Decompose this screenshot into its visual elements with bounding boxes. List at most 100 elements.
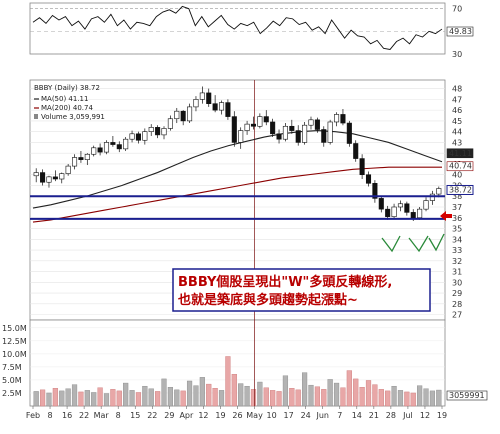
volume-bar: [129, 390, 135, 407]
candle-body: [52, 176, 58, 180]
volume-y-tick-label: 2.5M: [2, 389, 22, 398]
candle-body: [174, 110, 180, 120]
candle-body: [123, 138, 129, 150]
candle-body: [225, 102, 231, 117]
candle-body: [378, 198, 384, 210]
volume-bar: [110, 389, 116, 407]
candle-body: [142, 131, 148, 141]
candle-body: [365, 174, 372, 184]
candle-body: [180, 110, 186, 122]
candle-body: [161, 128, 167, 136]
candle-body: [250, 123, 257, 127]
volume-bar: [417, 385, 423, 407]
volume-bar: [199, 377, 205, 407]
x-axis-tick-label: 15: [130, 411, 140, 420]
candle-body: [148, 127, 154, 132]
volume-bar: [327, 379, 333, 407]
candle-body: [46, 176, 52, 183]
price-y-tick-label: 31: [452, 268, 462, 277]
candle-body: [417, 208, 423, 219]
volume-bar: [116, 390, 122, 407]
volume-bar: [308, 384, 314, 407]
volume-bar: [314, 386, 320, 407]
volume-bar: [333, 382, 340, 407]
x-axis-tick-label: 12: [198, 411, 208, 420]
x-axis-tick-label: Apr: [179, 411, 194, 420]
price-y-tick-label: 48: [452, 85, 462, 94]
candle-body: [199, 92, 205, 100]
x-axis-tick-label: 8: [116, 411, 121, 420]
candle-body: [187, 106, 193, 122]
candle-body: [244, 123, 250, 131]
candle-body: [167, 118, 173, 129]
volume-bar: [193, 385, 199, 407]
candle-body: [84, 153, 90, 160]
price-y-tick-label: 40: [452, 171, 462, 180]
x-axis-tick-label: 22: [79, 411, 89, 420]
volume-bar: [103, 393, 110, 407]
volume-bar: [52, 388, 58, 407]
rsi-last-value: 49.83: [449, 27, 472, 36]
volume-bar: [276, 391, 282, 407]
volume-bar: [231, 374, 237, 407]
volume-bar: [238, 383, 244, 407]
volume-bar: [340, 387, 346, 407]
candle-body: [423, 200, 429, 210]
x-axis-tick-label: 14: [352, 411, 362, 420]
candle-body: [353, 143, 359, 159]
volume-bar: [270, 390, 276, 407]
red-arrow-icon: [440, 211, 452, 221]
x-axis-tick-label: 19: [437, 411, 447, 420]
candle-body: [155, 127, 161, 136]
volume-bar: [84, 390, 90, 407]
x-axis-tick-label: 17: [284, 411, 294, 420]
volume-bar: [97, 387, 103, 407]
candle-body: [346, 122, 352, 144]
volume-bar: [46, 392, 52, 407]
price-y-tick-label: 44: [452, 128, 462, 137]
price-last-value: 38.72: [449, 185, 472, 194]
rsi-panel: [29, 2, 446, 55]
price-y-tick-label: 45: [452, 117, 462, 126]
candle-body: [359, 158, 365, 176]
volume-bar: [423, 388, 429, 407]
volume-bar: [174, 389, 180, 407]
volume-bar: [410, 392, 416, 407]
volume-bar: [186, 380, 193, 407]
volume-bar: [167, 387, 173, 407]
x-axis-tick-label: Mar: [94, 411, 110, 420]
volume-last-value: 3059991: [449, 391, 485, 400]
volume-y-tick-label: 10.0M: [2, 350, 27, 359]
volume-bar: [155, 391, 161, 407]
volume-bar: [91, 392, 97, 407]
last-value-box-ma50: 41.11: [446, 148, 474, 159]
candle-body: [385, 208, 391, 217]
x-axis-tick-label: 7: [337, 411, 342, 420]
candle-body: [116, 144, 122, 150]
x-axis-tick-label: Jul: [402, 411, 413, 420]
ma200-line: [32, 166, 442, 223]
volume-bar: [404, 391, 410, 407]
candle-body: [302, 124, 308, 143]
annotation-box: [172, 268, 431, 312]
price-y-tick-label: 34: [452, 235, 462, 244]
volume-legend-label: Volume 3,059,991: [41, 113, 105, 121]
rsi-line: [32, 5, 443, 50]
ma200-last-value: 40.74: [449, 162, 472, 171]
candle-body: [103, 142, 110, 153]
candle-body: [257, 116, 263, 127]
volume-bar: [212, 388, 218, 407]
volume-bar: [180, 390, 186, 407]
volume-bar: [148, 388, 154, 407]
candle-body: [65, 165, 71, 174]
x-axis-tick-label: 16: [62, 411, 72, 420]
candle-body: [78, 157, 84, 160]
volume-bar: [123, 382, 129, 407]
volume-bar: [59, 390, 65, 407]
volume-bar: [321, 389, 327, 407]
volume-bar: [250, 389, 257, 407]
price-y-tick-label: 38: [452, 192, 462, 201]
candle-body: [397, 203, 403, 208]
x-axis-tick-label: 21: [369, 411, 379, 420]
